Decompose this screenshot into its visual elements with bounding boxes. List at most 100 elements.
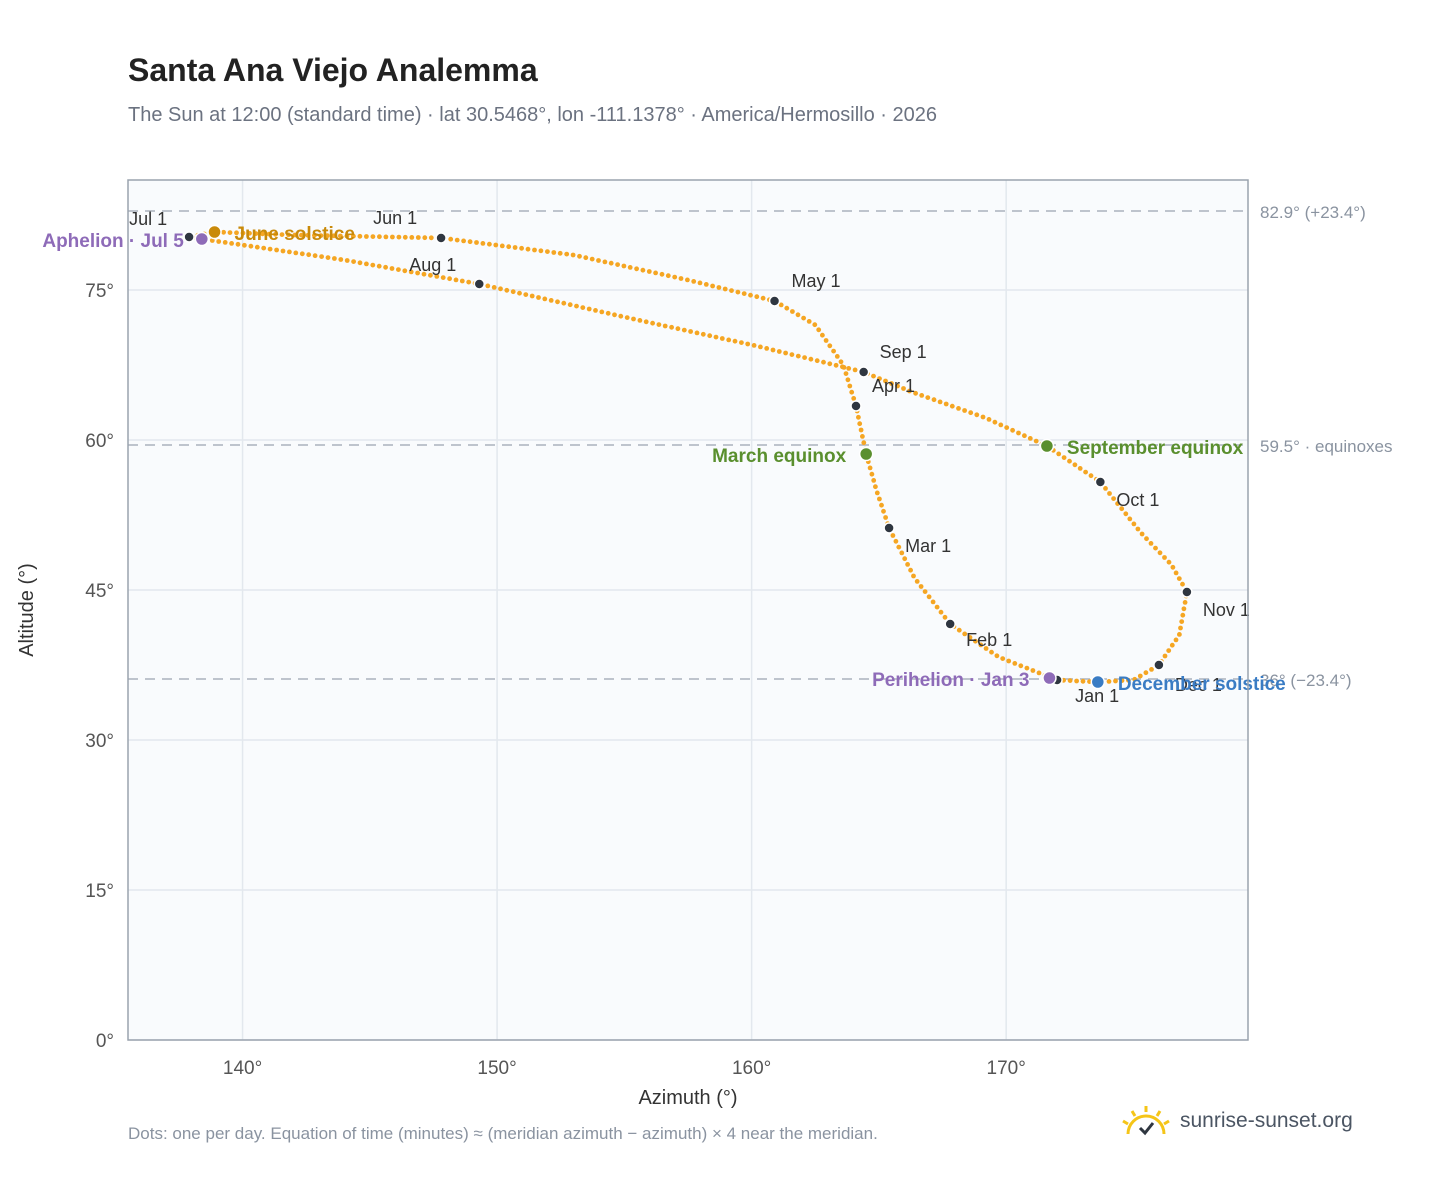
day-dot — [919, 393, 925, 398]
x-tick-label: 150° — [477, 1058, 516, 1079]
day-dot — [247, 230, 252, 236]
day-dot — [716, 285, 722, 290]
day-dot — [1179, 619, 1185, 624]
x-tick-label: 140° — [223, 1058, 262, 1079]
day-dot — [1173, 637, 1179, 643]
day-dot — [466, 279, 472, 285]
day-dot — [681, 327, 687, 333]
day-dot — [447, 276, 452, 282]
day-dot — [1072, 462, 1078, 468]
day-dot — [926, 594, 932, 600]
day-dot — [567, 302, 573, 308]
month-dot — [850, 400, 862, 412]
day-dot — [643, 319, 649, 325]
day-dot — [1088, 473, 1094, 479]
day-dot — [732, 338, 738, 344]
day-dot — [820, 332, 825, 338]
day-dot — [253, 231, 259, 237]
day-dot — [564, 251, 570, 257]
day-dot — [913, 390, 918, 396]
day-dot — [703, 282, 709, 287]
day-dot — [806, 319, 812, 324]
day-dot — [874, 490, 880, 496]
day-dot — [998, 422, 1004, 428]
sun-logo-icon — [1122, 1106, 1170, 1136]
day-dot — [485, 283, 491, 289]
day-dot — [1178, 625, 1183, 631]
day-dot — [570, 252, 576, 258]
day-dot — [453, 277, 459, 283]
day-dot — [292, 232, 298, 238]
day-dot — [974, 412, 980, 418]
day-dot — [1127, 516, 1133, 522]
day-dot — [814, 358, 820, 364]
day-dot — [653, 270, 658, 276]
day-dot — [383, 234, 389, 240]
day-dot — [659, 271, 665, 277]
day-dot — [789, 352, 795, 357]
day-dot — [331, 233, 337, 239]
day-dot — [240, 230, 246, 236]
day-dot — [861, 440, 867, 446]
day-dot — [896, 544, 902, 550]
day-dot — [338, 233, 343, 239]
day-dot — [1006, 658, 1012, 664]
month-label: Aug 1 — [409, 255, 456, 275]
day-dot — [883, 515, 888, 520]
day-dot — [376, 263, 382, 269]
day-dot — [548, 298, 554, 303]
brand-name[interactable]: sunrise-sunset.org — [1180, 1109, 1353, 1132]
day-dot — [216, 239, 222, 244]
reference-line-label: 59.5° · equinoxes — [1260, 437, 1393, 456]
day-dot — [615, 262, 620, 267]
y-tick-label: 30° — [85, 731, 114, 752]
day-dot — [260, 231, 265, 237]
day-dot — [962, 631, 968, 637]
day-dot — [879, 502, 884, 508]
event-label: Perihelion · Jan 3 — [872, 670, 1029, 691]
day-dot — [937, 399, 943, 405]
day-dot — [235, 241, 241, 247]
day-dot — [454, 237, 460, 243]
day-dot — [370, 234, 376, 240]
month-label: Jun 1 — [373, 208, 417, 228]
day-dot — [583, 255, 589, 261]
day-dot — [685, 277, 690, 283]
day-dot — [529, 293, 535, 299]
day-dot — [510, 289, 516, 295]
day-dot — [624, 315, 630, 320]
day-dot — [956, 406, 961, 411]
day-dot — [707, 333, 713, 339]
day-dot — [1012, 661, 1018, 666]
day-dot — [370, 262, 376, 268]
day-dot — [1166, 648, 1172, 653]
x-tick-label: 170° — [987, 1058, 1026, 1079]
day-dot — [893, 538, 899, 544]
day-dot — [1162, 555, 1167, 560]
day-dot — [700, 331, 706, 337]
day-dot — [858, 427, 864, 433]
day-dot — [229, 241, 235, 246]
day-dot — [1018, 663, 1024, 669]
day-dot — [1177, 632, 1182, 637]
day-dot — [602, 259, 608, 265]
brand[interactable]: sunrise-sunset.org — [1120, 1104, 1353, 1138]
day-dot — [857, 421, 863, 427]
day-dot — [846, 366, 852, 371]
event-dot — [194, 231, 210, 247]
day-dot — [790, 309, 795, 314]
day-dot — [908, 567, 913, 573]
day-dot — [1080, 678, 1086, 684]
day-dot — [1166, 559, 1172, 565]
day-dot — [1126, 677, 1131, 683]
day-dot — [332, 256, 337, 261]
day-dot — [1144, 536, 1149, 542]
day-dot — [325, 233, 330, 239]
month-label: Mar 1 — [905, 536, 951, 556]
day-dot — [795, 312, 801, 318]
day-dot — [729, 288, 734, 293]
event-dot — [1090, 674, 1106, 690]
day-dot — [344, 258, 350, 263]
day-dot — [448, 236, 454, 242]
day-dot — [557, 250, 563, 256]
